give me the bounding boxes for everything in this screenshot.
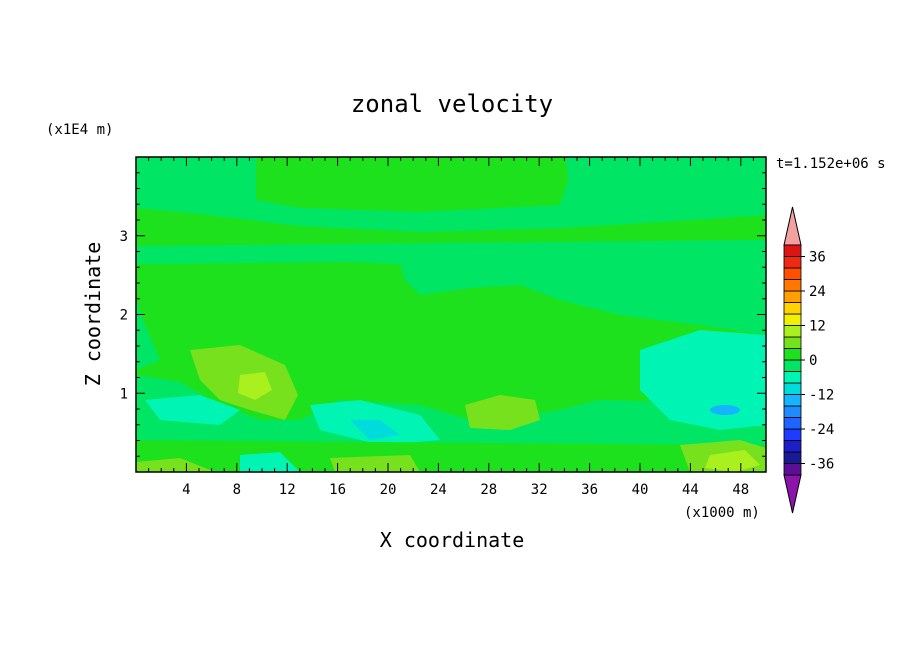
colorbar-swatch <box>783 336 802 349</box>
y-axis-title: Z coordinate <box>81 242 105 387</box>
x-tick-label: 44 <box>682 482 699 498</box>
left-cyan-patch <box>145 395 240 425</box>
colorbar-swatch <box>783 405 802 418</box>
colorbar-label: 24 <box>809 284 826 300</box>
x-tick-label: 16 <box>329 482 346 498</box>
colorbar-swatch <box>783 428 802 441</box>
upper-column-green <box>256 157 568 212</box>
colorbar-label: 36 <box>809 250 826 266</box>
bottom-cyan-patch <box>240 452 300 472</box>
x-unit-label: (x1000 m) <box>684 505 760 521</box>
x-tick-label: 12 <box>279 482 296 498</box>
x-axis-title: X coordinate <box>380 528 525 552</box>
bottom-left-blob <box>136 458 215 472</box>
colorbar-swatch <box>783 440 802 453</box>
bottom-right-core <box>705 450 760 472</box>
x-tick-label: 20 <box>380 482 397 498</box>
colorbar-swatch <box>783 290 802 303</box>
colorbar-swatch <box>783 302 802 315</box>
x-tick-label: 32 <box>531 482 548 498</box>
colorbar: 36 24 12 0 -12 -24 -36 <box>783 206 834 514</box>
center-yellowgreen-blob <box>465 395 540 430</box>
x-tick-label: 48 <box>732 482 749 498</box>
colorbar-swatch <box>783 371 802 384</box>
x-tick-label: 28 <box>480 482 497 498</box>
x-tick-label: 8 <box>233 482 241 498</box>
colorbar-swatch <box>783 451 802 464</box>
chart-title: zonal velocity <box>351 90 553 118</box>
center-cyan-core <box>350 420 400 440</box>
bottom-center-blob <box>330 455 420 472</box>
right-upper-light <box>400 258 766 335</box>
colorbar-swatch <box>783 394 802 407</box>
colorbar-swatch <box>783 256 802 269</box>
right-blue-core <box>710 405 740 415</box>
time-label: t=1.152e+06 s <box>776 156 886 172</box>
y-axis: 1 2 3 <box>120 172 766 457</box>
x-tick-label: 40 <box>632 482 649 498</box>
colorbar-label: -24 <box>809 422 834 438</box>
left-yellow-core <box>238 372 272 400</box>
colorbar-swatch <box>783 417 802 430</box>
x-tick-label: 24 <box>430 482 447 498</box>
contour-field <box>136 157 766 472</box>
colorbar-label: 0 <box>809 353 817 369</box>
right-cyan-region <box>640 330 766 430</box>
x-tick-label: 36 <box>581 482 598 498</box>
x-tick-label: 4 <box>182 482 190 498</box>
colorbar-label: -36 <box>809 457 834 473</box>
colorbar-swatch <box>783 382 802 395</box>
colorbar-swatch <box>783 267 802 280</box>
colorbar-swatch <box>783 463 802 476</box>
left-light-strip <box>136 300 160 370</box>
colorbar-swatch <box>783 313 802 326</box>
colorbar-swatch <box>783 348 802 361</box>
colorbar-swatch <box>783 279 802 292</box>
bottom-green-band <box>136 440 766 472</box>
colorbar-label: -12 <box>809 388 834 404</box>
colorbar-swatch <box>783 325 802 338</box>
x-axis: 4 8 12 16 20 24 28 32 36 40 44 48 <box>148 157 754 498</box>
colorbar-under-triangle <box>783 474 802 514</box>
y-tick-label: 3 <box>120 229 128 245</box>
colorbar-label: 12 <box>809 319 826 335</box>
colorbar-swatch <box>783 359 802 372</box>
y-tick-label: 2 <box>120 308 128 324</box>
y-tick-label: 1 <box>120 386 128 402</box>
colorbar-over-triangle <box>783 206 802 246</box>
colorbar-swatch <box>783 244 802 257</box>
y-unit-label: (x1E4 m) <box>46 122 113 138</box>
